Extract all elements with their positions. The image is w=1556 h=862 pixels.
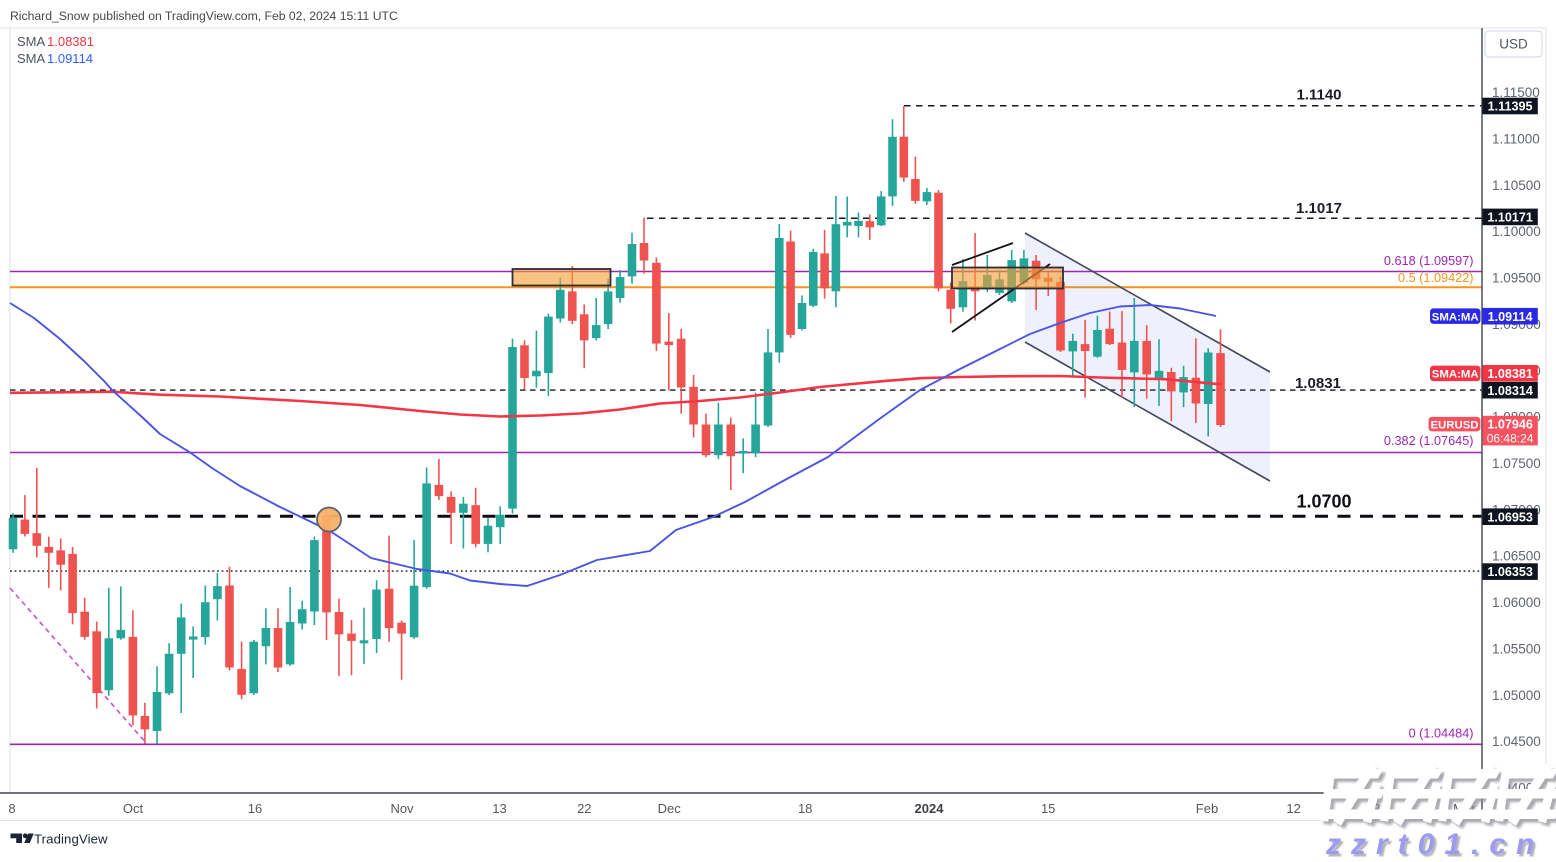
svg-text:1.10500: 1.10500	[1492, 178, 1541, 193]
svg-text:Feb: Feb	[1196, 801, 1218, 816]
svg-text:1.08381: 1.08381	[47, 34, 94, 49]
svg-text:2024: 2024	[915, 801, 945, 816]
svg-text:1.09114: 1.09114	[1488, 310, 1533, 324]
svg-text:12: 12	[1286, 801, 1300, 816]
svg-text:1.05000: 1.05000	[1492, 688, 1541, 703]
svg-text:0.382 (1.07645): 0.382 (1.07645)	[1384, 434, 1474, 448]
svg-text:SMA:MA: SMA:MA	[1432, 369, 1479, 381]
svg-text:06:48:24: 06:48:24	[1487, 432, 1534, 446]
svg-text:1.09500: 1.09500	[1492, 271, 1541, 286]
svg-text:Dec: Dec	[658, 801, 682, 816]
svg-text:1.04500: 1.04500	[1492, 734, 1541, 749]
svg-text:1.0700: 1.0700	[1296, 492, 1351, 512]
svg-text:EURUSD: EURUSD	[1430, 420, 1478, 432]
svg-text:1.1017: 1.1017	[1296, 200, 1342, 217]
svg-text:1.0831: 1.0831	[1295, 375, 1341, 392]
svg-text:1.05500: 1.05500	[1492, 641, 1541, 656]
svg-text:1.06000: 1.06000	[1492, 595, 1541, 610]
svg-text:0.5 (1.09422): 0.5 (1.09422)	[1398, 271, 1473, 285]
svg-text:SMA: SMA	[17, 34, 46, 49]
svg-text:22: 22	[577, 801, 591, 816]
svg-text:Oct: Oct	[123, 801, 144, 816]
svg-text:SMA: SMA	[17, 51, 46, 66]
svg-text:1.06500: 1.06500	[1492, 549, 1541, 564]
svg-text:Richard_Snow published on Trad: Richard_Snow published on TradingView.co…	[10, 9, 398, 23]
svg-text:1.07946: 1.07946	[1487, 417, 1533, 431]
svg-text:TradingView: TradingView	[34, 832, 108, 847]
svg-text:1.09114: 1.09114	[47, 51, 93, 66]
svg-text:1.10171: 1.10171	[1487, 211, 1533, 225]
svg-text:1.10000: 1.10000	[1492, 224, 1541, 239]
svg-text:1.08381: 1.08381	[1487, 367, 1533, 381]
svg-text:zzrt01.cn: zzrt01.cn	[1325, 828, 1544, 857]
svg-text:18: 18	[798, 801, 812, 816]
svg-text:1.06953: 1.06953	[1487, 510, 1533, 524]
svg-text:0.618 (1.09597): 0.618 (1.09597)	[1384, 254, 1474, 268]
svg-text:1.06353: 1.06353	[1487, 565, 1533, 579]
svg-text:1.07500: 1.07500	[1492, 456, 1541, 471]
svg-text:1.1140: 1.1140	[1296, 87, 1341, 104]
svg-text:Nov: Nov	[390, 801, 414, 816]
svg-text:16: 16	[248, 801, 262, 816]
svg-text:0 (1.04484): 0 (1.04484)	[1409, 727, 1474, 741]
svg-text:13: 13	[492, 801, 506, 816]
svg-text:8: 8	[8, 801, 15, 816]
svg-text:1.11000: 1.11000	[1492, 132, 1540, 147]
svg-text:1.11500: 1.11500	[1492, 85, 1540, 100]
svg-text:1.08314: 1.08314	[1487, 384, 1533, 398]
svg-text:USD: USD	[1499, 37, 1528, 52]
svg-text:15: 15	[1041, 801, 1055, 816]
svg-text:1.11395: 1.11395	[1488, 100, 1533, 114]
svg-text:SMA:MA: SMA:MA	[1432, 312, 1479, 324]
